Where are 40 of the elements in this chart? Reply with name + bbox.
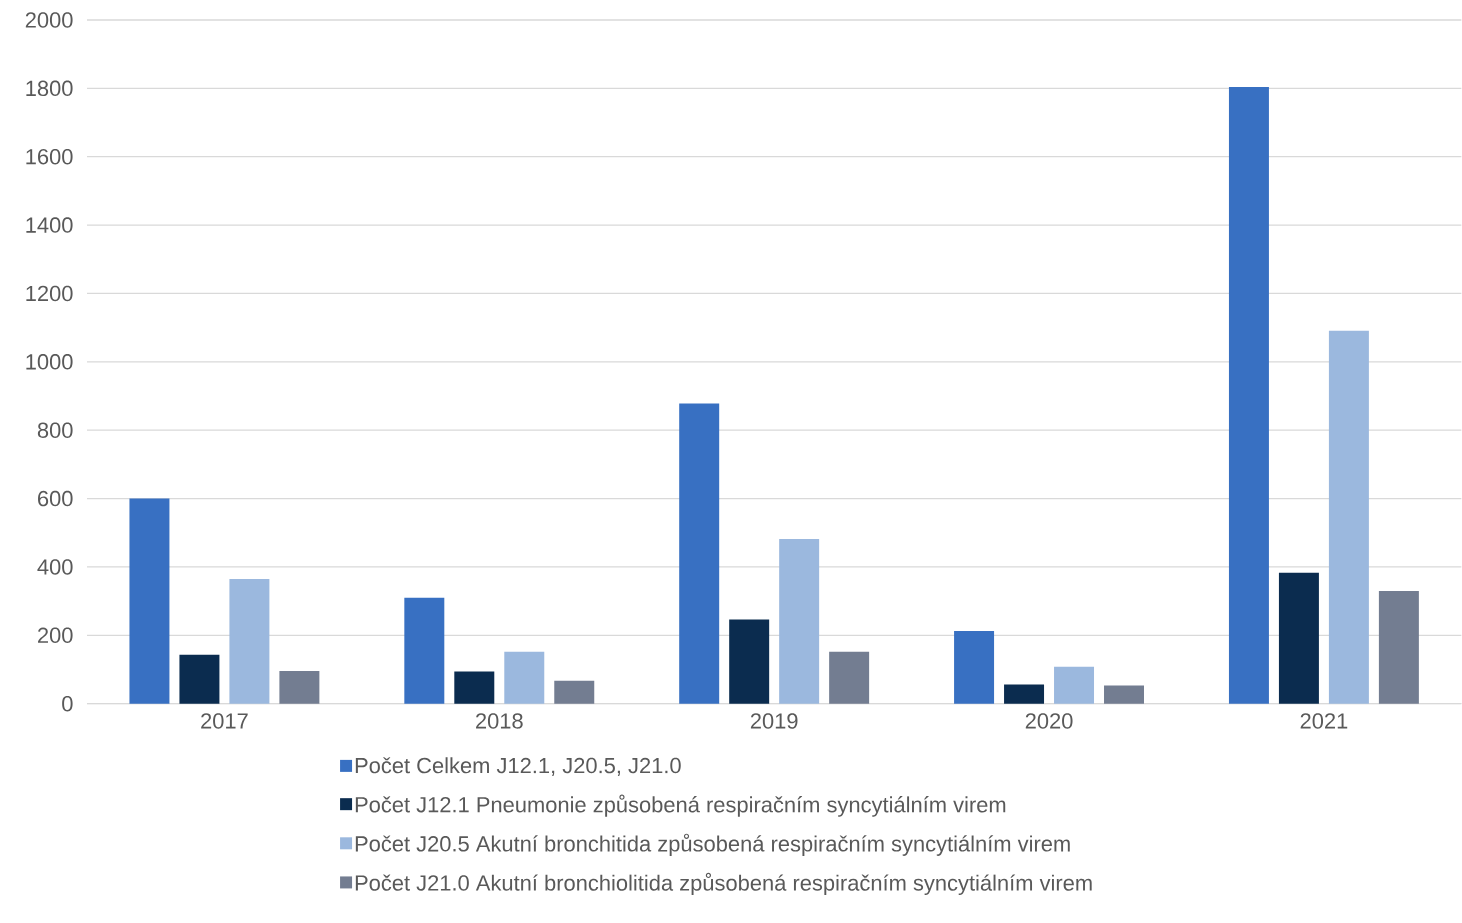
y-tick-label: 400 [37, 559, 73, 575]
bar [404, 597, 445, 704]
bar [279, 671, 320, 704]
y-tick-label: 1000 [26, 354, 73, 370]
bar [554, 680, 595, 704]
bar [1104, 685, 1144, 704]
y-tick-label: 2000 [25, 12, 73, 28]
bar [1378, 591, 1419, 704]
bar [729, 619, 770, 704]
x-tick-label: 2020 [1025, 713, 1073, 729]
legend-label: Počet J12.1 Pneumonie způsobená respiračním syncytiálním virem [355, 794, 1006, 817]
y-tick-label: 1400 [26, 217, 73, 234]
bar [129, 498, 170, 704]
y-tick-label: 1200 [26, 285, 73, 302]
bar [504, 651, 545, 704]
bar [179, 655, 220, 704]
bar [954, 631, 995, 704]
y-tick-label: 1600 [26, 149, 73, 165]
bar [454, 671, 495, 704]
bar [1004, 684, 1045, 704]
bar [229, 579, 270, 704]
y-tick-label: 0 [62, 696, 73, 712]
bar [829, 651, 870, 704]
bar [1054, 666, 1095, 704]
bar [1278, 572, 1319, 704]
y-tick-label: 200 [38, 627, 73, 644]
legend-label: Počet J20.5 Akutní bronchitida způsobená respiračním syncytiálním virem [355, 833, 1070, 857]
y-tick-label: 1800 [26, 80, 73, 97]
x-tick-label: 2018 [476, 713, 523, 729]
bar [1328, 330, 1369, 704]
bar [679, 403, 720, 704]
legend-label: Počet Celkem J12.1, J20.5, J21.0 [355, 757, 681, 777]
x-tick-label: 2017 [201, 713, 248, 729]
y-tick-label: 600 [38, 491, 73, 507]
bar [1228, 87, 1269, 704]
bar [779, 539, 820, 704]
x-tick-label: 2019 [750, 713, 798, 729]
legend-label: Počet J21.0 Akutní bronchiolitida způsobená respiračním syncytiálním virem [355, 873, 1092, 896]
y-tick-label: 800 [37, 422, 73, 439]
x-tick-label: 2021 [1300, 713, 1348, 729]
